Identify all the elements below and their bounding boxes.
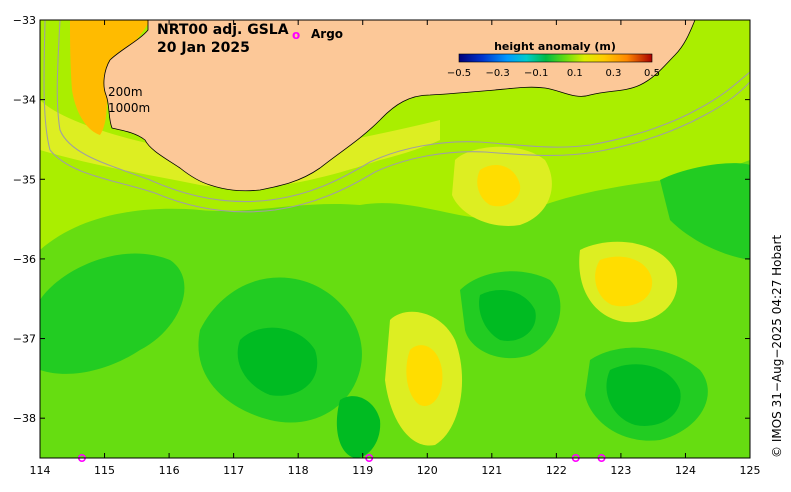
colorbar: height anomaly (m) −0.5 −0.3 −0.1 0.1 0.3 0.5 (447, 40, 660, 79)
colorbar-tick-label: −0.1 (524, 68, 548, 79)
colorbar-ticks: −0.5 −0.3 −0.1 0.1 0.3 0.5 (447, 68, 660, 79)
colorbar-tick-label: 0.1 (567, 68, 583, 79)
sla-patch-deep-green-4 (606, 364, 681, 426)
sla-patch-green-west (40, 253, 185, 374)
map-title-line2: 20 Jan 2025 (157, 40, 250, 56)
y-axis: −33 −34 −35 −36 −37 −38 (13, 14, 750, 425)
plot-area (40, 20, 750, 458)
colorbar-tick-label: 0.3 (605, 68, 621, 79)
argo-legend-label: Argo (311, 27, 343, 41)
sla-patch-deep-green-3 (336, 396, 381, 458)
x-tick-label: 120 (417, 464, 438, 477)
isobath-1000m (43, 20, 750, 213)
x-tick-label: 121 (481, 464, 502, 477)
plot-frame (39, 19, 751, 459)
sla-patch-yellow-coast (40, 100, 440, 189)
sla-patch-orange-west-coast (70, 20, 150, 135)
x-tick-label: 119 (352, 464, 373, 477)
x-tick-label: 122 (546, 464, 567, 477)
isobath-lines (43, 20, 750, 213)
colorbar-tick-label: −0.3 (485, 68, 509, 79)
sla-patch-green-northeast (660, 163, 750, 260)
sla-patch-deep-green-1 (237, 327, 318, 396)
x-tick-label: 118 (288, 464, 309, 477)
land-australia (103, 20, 696, 192)
colorbar-tick-label: 0.5 (644, 68, 660, 79)
x-axis: 114 115 116 117 118 119 120 121 122 123 124 125 (30, 20, 761, 477)
x-tick-label: 125 (740, 464, 761, 477)
sla-patch-orange-1 (477, 165, 521, 207)
x-tick-label: 117 (223, 464, 244, 477)
colorbar-title: height anomaly (m) (494, 40, 616, 53)
y-tick-label: −36 (13, 253, 36, 266)
y-tick-label: −37 (13, 333, 36, 346)
y-tick-label: −33 (13, 14, 36, 27)
x-tick-label: 116 (159, 464, 180, 477)
isobath-label-1000m: 1000m (108, 101, 150, 115)
colorbar-tick-label: −0.5 (447, 68, 471, 79)
x-tick-label: 115 (94, 464, 115, 477)
sla-patch-orange-3 (595, 256, 653, 307)
x-tick-label: 114 (30, 464, 51, 477)
argo-legend-marker: o (292, 28, 300, 42)
y-tick-label: −38 (13, 412, 36, 425)
colorbar-bar (458, 53, 653, 63)
credit-text: © IMOS 31−Aug−2025 04:27 Hobart (770, 235, 784, 458)
sla-patch-deep-green-2 (479, 290, 536, 341)
y-tick-label: −35 (13, 173, 36, 186)
y-tick-label: −34 (13, 94, 36, 107)
map-title-line1: NRT00 adj. GSLA (157, 22, 289, 38)
sla-patch-orange-2 (406, 345, 443, 406)
isobath-label-200m: 200m (108, 85, 143, 99)
x-tick-label: 124 (675, 464, 696, 477)
isobath-200m (56, 20, 750, 203)
x-tick-label: 123 (610, 464, 631, 477)
